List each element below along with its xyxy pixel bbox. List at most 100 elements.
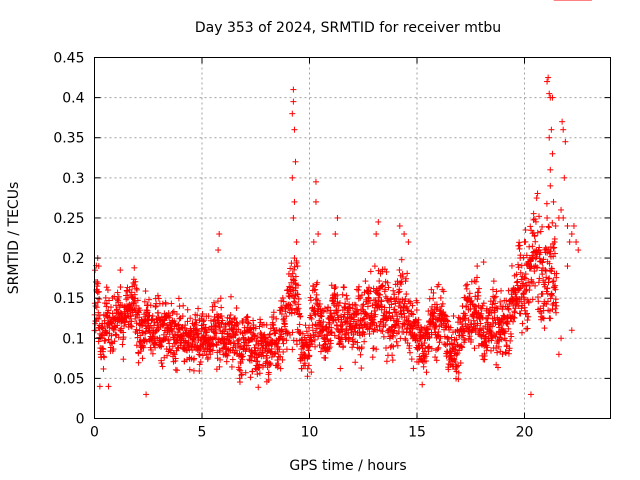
data-point [526, 287, 533, 294]
data-point [550, 198, 557, 205]
data-point [297, 313, 304, 320]
data-point [147, 302, 154, 309]
data-point [508, 262, 515, 269]
data-point [133, 342, 140, 349]
data-point [133, 326, 140, 333]
y-tick-label: 0.4 [62, 91, 84, 107]
data-point [120, 334, 127, 341]
data-point [142, 288, 149, 295]
data-point [535, 298, 542, 305]
data-point [238, 353, 245, 360]
data-point [220, 335, 227, 342]
plot-frame [94, 57, 611, 419]
data-point [233, 305, 240, 312]
data-point [410, 365, 417, 372]
data-point [301, 351, 308, 358]
data-point [232, 347, 239, 354]
data-point [547, 295, 554, 302]
data-point [289, 329, 296, 336]
data-point [267, 361, 274, 368]
data-point [343, 292, 350, 299]
data-point [149, 313, 156, 320]
x-tick-label: 20 [516, 425, 534, 441]
data-point [274, 364, 281, 371]
data-point [238, 371, 245, 378]
data-point [547, 182, 554, 189]
data-point [213, 330, 220, 337]
data-point [205, 313, 212, 320]
data-point [337, 365, 344, 372]
data-point [551, 244, 558, 251]
data-point [265, 334, 272, 341]
data-point [251, 344, 258, 351]
data-point [102, 294, 109, 301]
data-point [115, 293, 122, 300]
data-point [491, 294, 498, 301]
data-point [314, 297, 321, 304]
data-point [305, 347, 312, 354]
data-point [289, 346, 296, 353]
data-point [524, 317, 531, 324]
data-point [106, 297, 113, 304]
data-point [128, 323, 135, 330]
data-point [185, 339, 192, 346]
data-point [290, 337, 297, 344]
data-point [295, 295, 302, 302]
data-point [357, 351, 364, 358]
data-point [191, 355, 198, 362]
data-point [239, 353, 246, 360]
data-point [293, 259, 300, 266]
data-point [236, 336, 243, 343]
data-point [128, 318, 135, 325]
data-point [148, 346, 155, 353]
data-point [127, 322, 134, 329]
data-point [197, 358, 204, 365]
data-point [254, 358, 261, 365]
data-point [266, 331, 273, 338]
data-point [287, 265, 294, 272]
data-point [103, 284, 110, 291]
data-point [136, 321, 143, 328]
grid-lines [94, 57, 611, 419]
data-point [95, 280, 102, 287]
data-point [287, 302, 294, 309]
data-point [516, 242, 523, 249]
data-point [376, 278, 383, 285]
data-point [573, 239, 580, 246]
data-point [524, 325, 531, 332]
data-point [172, 355, 179, 362]
y-tick-label: 0.1 [62, 331, 84, 347]
data-point [294, 291, 301, 298]
data-point [195, 305, 202, 312]
data-point [209, 307, 216, 314]
data-point [312, 329, 319, 336]
data-point [294, 306, 301, 313]
data-point [254, 371, 261, 378]
data-point [231, 316, 238, 323]
data-point [192, 316, 199, 323]
data-point [212, 335, 219, 342]
data-point [174, 336, 181, 343]
data-point [265, 369, 272, 376]
data-point [466, 290, 473, 297]
data-point [528, 227, 535, 234]
data-point [359, 303, 366, 310]
data-point [137, 348, 144, 355]
data-point [322, 341, 329, 348]
data-point [407, 349, 414, 356]
data-point [558, 206, 565, 213]
data-point [229, 327, 236, 334]
data-point [403, 291, 410, 298]
data-point [568, 327, 575, 334]
data-point [229, 356, 236, 363]
data-point [546, 275, 553, 282]
y-tick-label: 0 [76, 412, 85, 428]
data-point [289, 305, 296, 312]
data-point [312, 286, 319, 293]
data-point [169, 309, 176, 316]
data-point [290, 86, 297, 93]
data-point [111, 338, 118, 345]
data-point [534, 229, 541, 236]
data-point [289, 174, 296, 181]
data-point [294, 263, 301, 270]
